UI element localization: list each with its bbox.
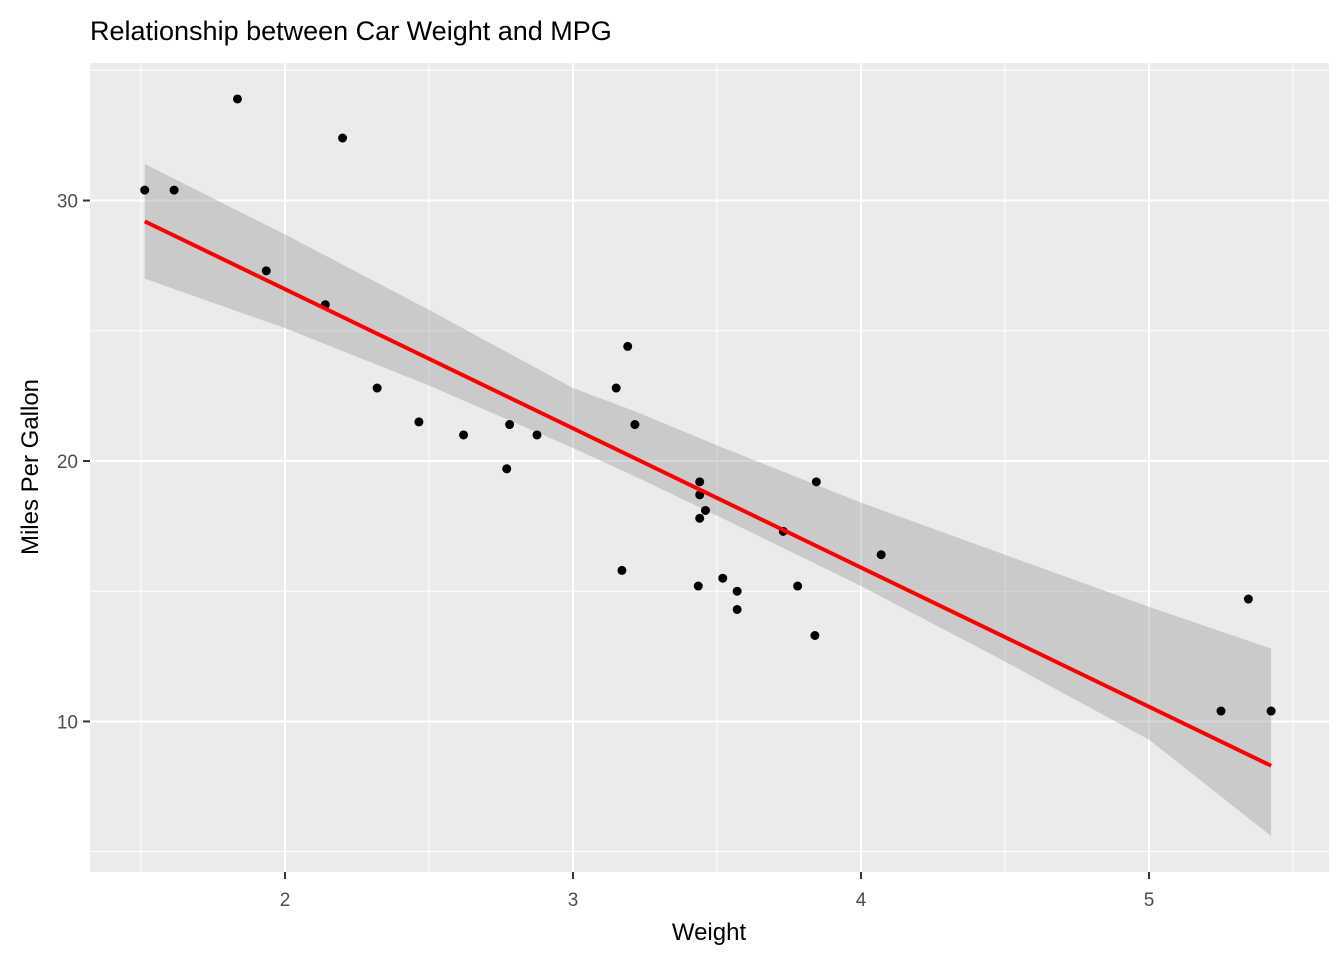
data-point: [232, 94, 242, 104]
data-point: [459, 430, 469, 440]
data-point: [1216, 706, 1226, 716]
data-point: [140, 185, 150, 195]
x-tick-label: 4: [856, 890, 867, 911]
data-point: [261, 266, 271, 276]
y-axis: 10 20 30: [57, 192, 90, 733]
data-point: [617, 565, 627, 575]
data-point: [876, 550, 886, 560]
data-point: [810, 630, 820, 640]
data-point: [718, 573, 728, 583]
y-axis-label: Miles Per Gallon: [17, 379, 44, 555]
y-tick-label: 20: [57, 452, 78, 473]
x-axis: 2 3 4 5: [280, 872, 1155, 911]
x-tick-label: 2: [280, 890, 291, 911]
x-axis-label: Weight: [672, 919, 747, 946]
data-point: [693, 581, 703, 591]
major-gridlines: [90, 63, 1329, 872]
data-point: [169, 185, 179, 195]
data-point: [372, 383, 382, 393]
data-point: [505, 420, 515, 430]
data-point: [1243, 594, 1253, 604]
data-point: [732, 586, 742, 596]
points-layer: [140, 94, 1276, 716]
regression-line: [143, 219, 1272, 768]
data-point: [700, 505, 710, 515]
minor-gridlines: [90, 63, 1329, 872]
data-point: [611, 383, 621, 393]
data-point: [695, 513, 705, 523]
x-tick-label: 3: [568, 890, 579, 911]
data-point: [338, 133, 348, 143]
data-point: [793, 581, 803, 591]
data-point: [414, 417, 424, 427]
confidence-band-layer: [144, 164, 1272, 837]
chart-title: Relationship between Car Weight and MPG: [90, 16, 612, 46]
data-point: [502, 464, 512, 474]
x-tick-label: 5: [1144, 890, 1155, 911]
data-point: [811, 477, 821, 487]
data-point: [695, 477, 705, 487]
fit-line-layer: [143, 219, 1272, 768]
plot-panel: [90, 63, 1329, 872]
y-tick-label: 30: [57, 192, 78, 213]
y-tick-label: 10: [57, 712, 78, 733]
data-point: [630, 420, 640, 430]
data-point: [732, 604, 742, 614]
confidence-band: [144, 164, 1272, 837]
data-point: [1266, 706, 1276, 716]
data-point: [623, 341, 633, 351]
data-point: [532, 430, 542, 440]
